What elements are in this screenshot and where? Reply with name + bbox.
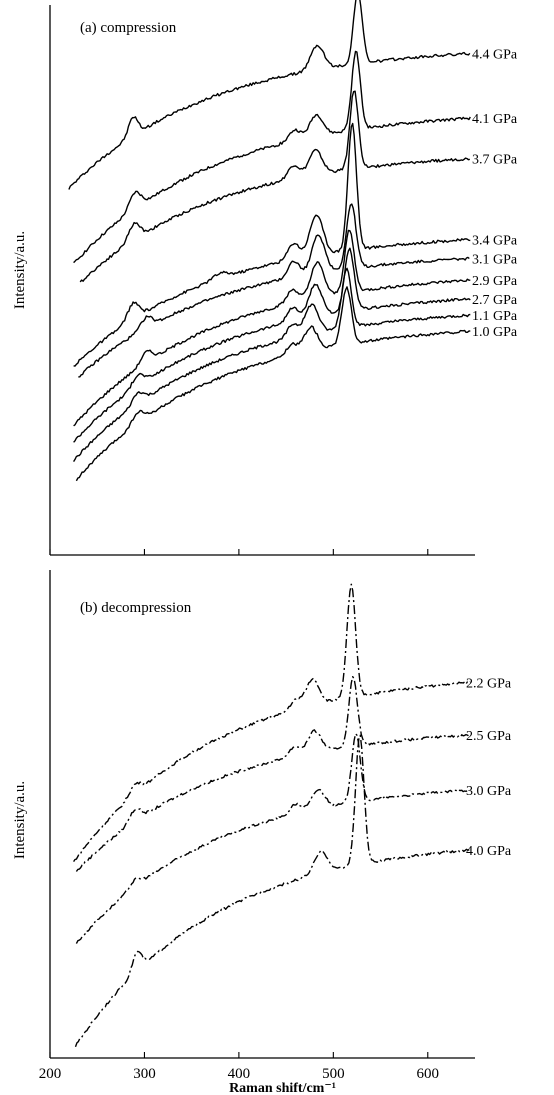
spectrum-line <box>75 676 471 872</box>
spectrum-line <box>73 229 471 427</box>
series-label: 3.7 GPa <box>472 153 518 168</box>
spectrum-line <box>74 734 470 1048</box>
spectrum-line <box>79 90 470 283</box>
y-axis-label: Intensity/a.u. <box>12 231 28 309</box>
x-tick-label: 400 <box>228 1066 251 1082</box>
series-label: 2.9 GPa <box>472 274 518 289</box>
x-tick-label: 500 <box>322 1066 345 1082</box>
series-label: 4.0 GPa <box>466 844 512 859</box>
spectrum-line <box>73 267 471 462</box>
series-label: 3.4 GPa <box>472 234 518 249</box>
x-tick-label: 600 <box>417 1066 440 1082</box>
panel-decompression: 200 300 400 500 600 (b) decompression Intensit… <box>12 570 512 1095</box>
spectrum-line <box>73 583 471 862</box>
spectrum-line <box>78 203 470 378</box>
y-axis-label: Intensity/a.u. <box>12 781 28 859</box>
series-label: 3.0 GPa <box>466 784 512 799</box>
series-label: 4.1 GPa <box>472 112 518 127</box>
spectrum-line <box>75 286 471 482</box>
series-label: 3.1 GPa <box>472 252 518 267</box>
spectrum-line <box>73 247 471 443</box>
series-label: 4.4 GPa <box>472 48 518 63</box>
spectrum-line <box>68 0 471 190</box>
series-label: 2.5 GPa <box>466 729 512 744</box>
series-label: 1.0 GPa <box>472 325 518 340</box>
series-label: 2.2 GPa <box>466 676 512 691</box>
panel-compression: (a) compression Intensity/a.u. 4.4 GPa 4.1 … <box>12 0 518 556</box>
spectrum-line <box>75 733 471 944</box>
panel-title: (b) decompression <box>80 600 192 616</box>
series-label: 1.1 GPa <box>472 309 518 324</box>
x-axis-label: Raman shift/cm⁻¹ <box>229 1081 336 1095</box>
x-tick-label: 200 <box>39 1066 62 1082</box>
x-tick-label: 300 <box>133 1066 156 1082</box>
panel-title: (a) compression <box>80 20 177 36</box>
series-label: 2.7 GPa <box>472 293 518 308</box>
spectrum-line <box>73 50 471 264</box>
spectrum-line <box>73 122 471 367</box>
